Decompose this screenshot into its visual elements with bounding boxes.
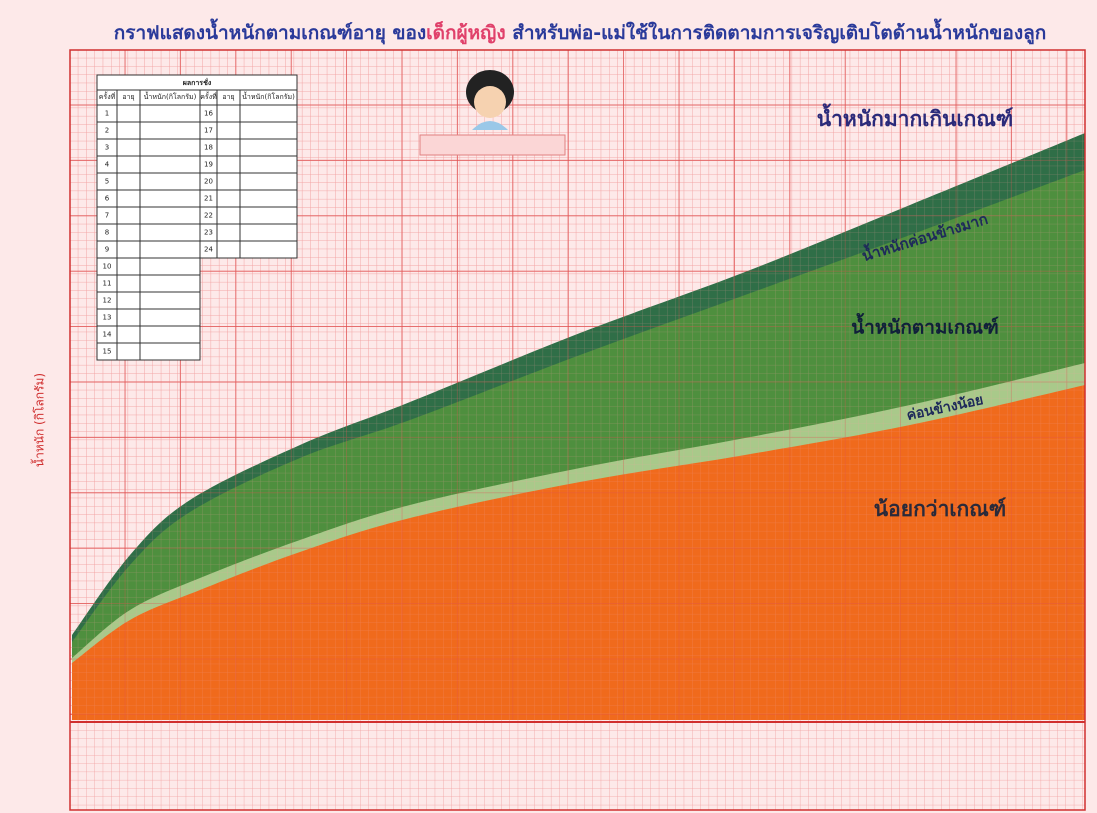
- row-number: 21: [204, 195, 213, 203]
- row-number: 17: [204, 127, 213, 135]
- row-number: 23: [204, 229, 213, 237]
- title: กราฟแสดงน้ำหนักตามเกณฑ์อายุ ของเด็กผู้หญ…: [114, 18, 1047, 45]
- row-number: 10: [103, 263, 112, 271]
- row-number: 20: [204, 178, 213, 186]
- table-block: [96, 89, 201, 361]
- column-header: ครั้งที่: [200, 90, 217, 101]
- row-number: 15: [103, 348, 112, 356]
- zone-label: น้ำหนักมากเกินเกณฑ์: [817, 103, 1013, 131]
- row-number: 5: [105, 178, 109, 186]
- row-number: 9: [105, 246, 109, 254]
- row-number: 19: [204, 161, 213, 169]
- title-part: สำหรับพ่อ-แม่ใช้ในการติดตามการเจริญเติบโ…: [506, 18, 1047, 45]
- row-number: 7: [105, 212, 109, 220]
- row-number: 24: [204, 246, 213, 254]
- row-number: 12: [103, 297, 112, 305]
- row-number: 2: [105, 127, 109, 135]
- row-number: 4: [105, 161, 110, 169]
- column-header: อายุ: [122, 93, 134, 101]
- row-number: 6: [105, 195, 110, 203]
- row-number: 18: [204, 144, 213, 152]
- row-number: 22: [204, 212, 213, 220]
- zone-label: น้อยกว่าเกณฑ์: [874, 497, 1006, 521]
- frame: [69, 49, 1086, 811]
- shirt: [472, 121, 508, 130]
- row-number: 3: [105, 144, 109, 152]
- face: [474, 86, 506, 118]
- y-axis-label: น้ำหนัก (กิโลกรัม): [31, 373, 47, 467]
- caption-box: [419, 134, 566, 156]
- table-title: ผลการชั่ง: [183, 77, 212, 87]
- child-icon: [419, 70, 566, 156]
- row-number: 1: [105, 110, 109, 118]
- zone-label: น้ำหนักตามเกณฑ์: [851, 313, 999, 339]
- table-block: [199, 89, 298, 259]
- title-highlight: เด็กผู้หญิง: [426, 20, 505, 45]
- column-header: น้ำหนัก(กิโลกรัม): [242, 90, 295, 101]
- column-header: อายุ: [222, 93, 234, 101]
- column-header: ครั้งที่: [99, 90, 116, 101]
- title-part: กราฟแสดงน้ำหนักตามเกณฑ์อายุ ของ: [114, 18, 426, 45]
- row-number: 14: [103, 331, 112, 339]
- row-number: 16: [204, 110, 213, 118]
- row-number: 11: [103, 280, 112, 288]
- row-number: 13: [103, 314, 112, 322]
- record-table: ผลการชั่งครั้งที่ อายุ น้ำหนัก(กิโลกรัม)12…: [96, 74, 298, 361]
- column-header: น้ำหนัก(กิโลกรัม): [144, 90, 197, 101]
- row-number: 8: [105, 229, 109, 237]
